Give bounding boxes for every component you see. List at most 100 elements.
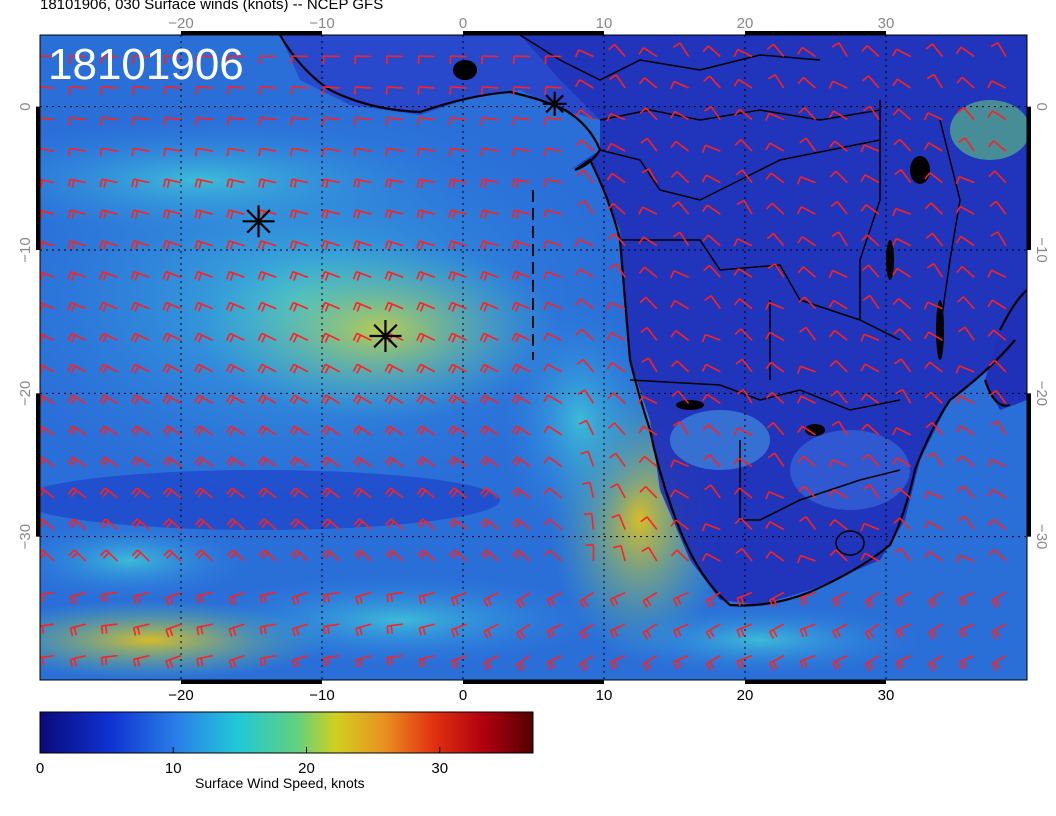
wind-barb xyxy=(892,297,912,310)
wind-barb xyxy=(608,263,626,278)
wind-barb xyxy=(194,301,214,312)
wind-barb xyxy=(892,237,912,247)
wind-barb xyxy=(765,551,785,562)
storm-markers xyxy=(242,91,567,352)
wind-barb xyxy=(925,232,944,247)
colorbar-tick-label: 30 xyxy=(431,760,448,777)
wind-barb xyxy=(955,205,975,215)
wind-barb xyxy=(832,654,848,671)
wind-barb xyxy=(639,485,658,499)
wind-barb xyxy=(194,425,214,436)
wind-barb xyxy=(797,46,816,58)
wind-barb xyxy=(165,591,182,606)
wind-barb xyxy=(957,296,975,310)
wind-barb xyxy=(958,591,975,607)
wind-barb xyxy=(704,105,721,121)
wind-barb xyxy=(860,552,880,562)
wind-barb xyxy=(733,427,753,436)
wind-barb xyxy=(98,332,118,343)
frame-tick-bars xyxy=(36,31,1031,684)
wind-barb xyxy=(99,487,119,499)
wind-barb xyxy=(40,147,55,152)
wind-barb xyxy=(257,394,277,405)
wind-barb xyxy=(798,296,817,310)
wind-barb xyxy=(165,623,182,638)
wind-barb xyxy=(258,85,277,95)
wind-barb xyxy=(862,294,880,310)
wind-barb xyxy=(511,270,531,281)
coastlines xyxy=(279,35,1027,607)
wind-barb xyxy=(289,363,309,374)
wind-barb xyxy=(670,489,689,499)
wind-barb xyxy=(100,85,118,95)
wind-barb xyxy=(196,654,213,667)
wind-barb xyxy=(511,394,531,405)
wind-barb xyxy=(479,332,499,343)
wind-barb xyxy=(892,267,912,278)
wind-barb xyxy=(131,85,150,95)
wind-barb xyxy=(701,393,721,405)
wind-barb xyxy=(543,178,562,188)
wind-barb xyxy=(543,363,563,373)
wind-barb xyxy=(289,270,309,281)
wind-barb xyxy=(990,231,1007,247)
wind-barb xyxy=(641,546,658,562)
wind-barb xyxy=(289,147,309,157)
wind-barb xyxy=(608,233,626,247)
wind-barb xyxy=(673,591,689,607)
wind-barb xyxy=(416,178,435,189)
wind-barb xyxy=(829,140,848,152)
wind-barb xyxy=(670,170,690,184)
wind-barb xyxy=(130,240,150,250)
wind-barb xyxy=(447,332,467,343)
wind-barb xyxy=(702,234,721,247)
wind-barb xyxy=(385,116,404,126)
wind-barb xyxy=(130,363,150,374)
wind-barb xyxy=(196,591,213,604)
wind-barb xyxy=(321,270,340,281)
wind-barb xyxy=(955,554,975,563)
wind-barb xyxy=(67,332,87,343)
wind-barb xyxy=(579,654,594,672)
wind-barb xyxy=(894,358,912,373)
wind-barb xyxy=(40,86,55,89)
wind-barb xyxy=(768,623,785,640)
wind-barb xyxy=(832,591,848,608)
wind-barb xyxy=(196,623,213,636)
wind-barb xyxy=(797,236,816,247)
wind-barb xyxy=(988,359,1007,373)
wind-barb xyxy=(512,85,531,95)
wind-barb xyxy=(574,268,594,278)
wind-barb xyxy=(860,204,880,215)
wind-barb xyxy=(988,549,1007,562)
wind-barb xyxy=(194,456,214,468)
wind-barb xyxy=(733,298,753,310)
wind-barb xyxy=(384,178,404,189)
wind-barb xyxy=(290,85,308,95)
wind-barb xyxy=(417,55,435,65)
wind-barb xyxy=(987,488,1007,499)
wind-barb xyxy=(607,392,626,404)
wind-barb xyxy=(606,331,626,342)
colorbar-label: Surface Wind Speed, knots xyxy=(195,775,365,791)
wind-barb xyxy=(98,301,118,312)
wind-barb xyxy=(956,485,975,499)
wind-barb xyxy=(673,654,689,670)
wind-barb xyxy=(543,518,563,531)
wind-barb xyxy=(828,489,848,499)
wind-barb xyxy=(673,623,689,639)
wind-barb xyxy=(702,45,721,58)
wind-barb xyxy=(895,623,912,639)
wind-barb xyxy=(828,110,848,121)
wind-barb xyxy=(585,544,595,562)
wind-barb xyxy=(828,459,848,468)
wind-barb xyxy=(987,329,1007,341)
wind-barb xyxy=(479,301,499,312)
wind-barb xyxy=(923,331,943,341)
wind-barb xyxy=(701,174,721,184)
wind-barb xyxy=(163,116,182,126)
wind-barb xyxy=(861,75,880,89)
wind-barb xyxy=(988,170,1007,184)
wind-barb xyxy=(543,394,563,405)
wind-barb xyxy=(384,456,404,468)
